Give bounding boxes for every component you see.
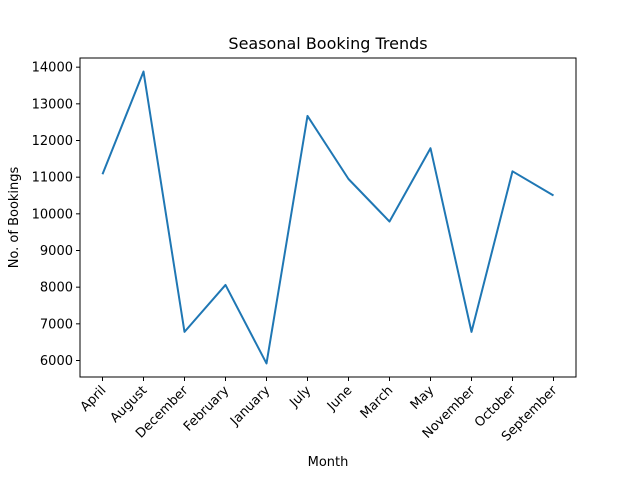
y-tick-label: 9000 [40,244,73,259]
x-tick-label: July [286,383,314,411]
x-tick-label: February [181,383,233,435]
y-tick-label: 13000 [32,97,73,112]
series-line [101,70,555,365]
y-tick-label: 8000 [40,281,73,296]
x-tick-label: January [227,383,273,429]
y-tick-label: 14000 [32,61,73,76]
y-tick-label: 10000 [32,207,73,222]
x-tick-label: March [358,383,397,422]
plot-frame [79,57,577,378]
y-axis-label: No. of Bookings [7,166,22,268]
y-tick-label: 12000 [32,134,73,149]
chart-title: Seasonal Booking Trends [228,34,427,53]
x-tick-label: May [408,383,438,413]
y-axis: 6000 7000 8000 9000 10000 11000 12000 13000 1400… [32,61,80,369]
y-tick-label: 7000 [40,317,73,332]
y-tick-label: 11000 [32,171,73,186]
x-axis-label: Month [308,455,349,470]
x-tick-label: April [78,383,110,415]
x-tick-label: June [324,383,355,414]
y-tick-label: 6000 [40,354,73,369]
